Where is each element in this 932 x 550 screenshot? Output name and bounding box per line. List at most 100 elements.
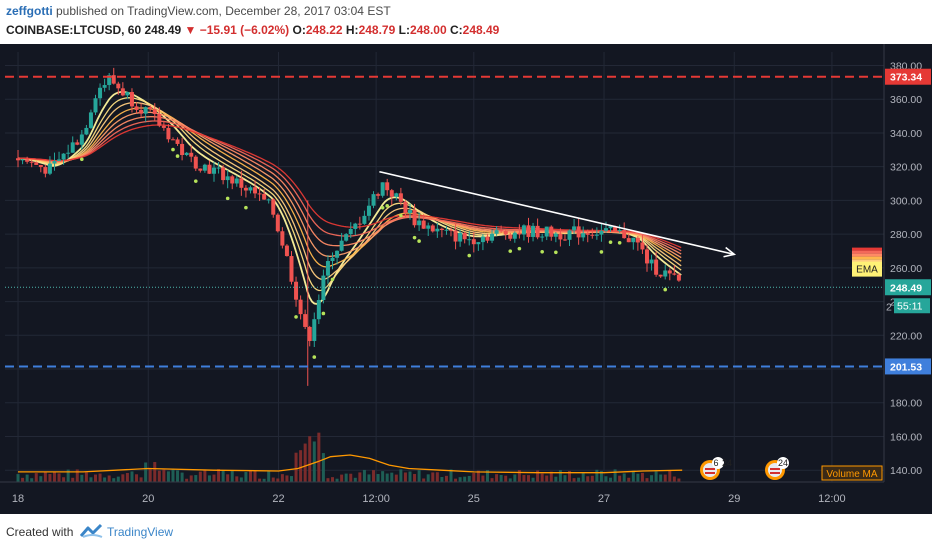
candle-body <box>367 206 371 216</box>
candle-body <box>94 98 98 112</box>
open-label: O: <box>293 23 306 37</box>
volume-bar <box>194 475 197 482</box>
event-flag-stripe <box>770 468 780 470</box>
volume-bar <box>39 476 42 482</box>
volume-bar <box>614 469 617 482</box>
volume-bar <box>222 470 225 482</box>
volume-bar <box>559 470 562 482</box>
signal-dot <box>194 179 198 183</box>
signal-dot <box>312 355 316 359</box>
candle-body <box>289 256 293 282</box>
candle-body <box>485 237 489 241</box>
y-tick-label-10: 340.00 <box>890 128 922 140</box>
volume-bar <box>94 475 97 482</box>
volume-bar <box>399 469 402 482</box>
candle-body <box>449 230 453 231</box>
candle-body <box>98 88 102 98</box>
candle-body <box>390 190 394 197</box>
candle-body <box>125 92 129 95</box>
candle-body <box>358 224 362 225</box>
volume-bar <box>627 478 630 482</box>
candle-body <box>30 162 34 163</box>
ema-badge-label: EMA <box>856 265 878 276</box>
candle-body <box>531 226 535 237</box>
volume-bar <box>345 474 348 482</box>
tradingview-brand[interactable]: TradingView <box>107 525 173 539</box>
price-axis[interactable]: 140.00160.00180.00200.00220.00240.00260.… <box>884 44 932 514</box>
volume-bar <box>176 470 179 482</box>
volume-bar <box>659 475 662 482</box>
volume-bar <box>21 478 24 482</box>
volume-bar <box>80 475 83 482</box>
volume-bar <box>199 472 202 482</box>
volume-bar <box>582 473 585 482</box>
volume-bar <box>395 475 398 482</box>
volume-bar <box>377 474 380 482</box>
candle-body <box>376 194 380 196</box>
candle-body <box>139 110 143 114</box>
volume-bar <box>299 450 302 482</box>
volume-bar <box>190 475 193 482</box>
signal-dot <box>663 288 667 292</box>
candle-body <box>57 159 61 161</box>
volume-bar <box>226 474 229 482</box>
signal-dot <box>294 315 298 319</box>
candle-body <box>540 237 544 238</box>
y-tick-label-4: 220.00 <box>890 330 922 342</box>
candle-body <box>481 237 485 243</box>
candle-body <box>403 202 407 213</box>
volume-bar <box>413 474 416 482</box>
tradingview-logo-icon <box>80 523 104 539</box>
candle-body <box>549 227 553 237</box>
signal-dot <box>609 240 613 244</box>
candle-body <box>130 92 134 106</box>
ema-badge-stripe <box>852 257 882 260</box>
candle-body <box>166 128 170 139</box>
signal-dot <box>381 206 385 210</box>
volume-bar <box>121 474 124 482</box>
candle-body <box>581 233 585 237</box>
candle-body <box>162 126 166 128</box>
volume-bar <box>171 469 174 482</box>
candle-body <box>422 221 426 229</box>
candle-body <box>663 270 667 276</box>
candle-body <box>217 168 221 169</box>
candle-body <box>668 270 672 273</box>
time-axis[interactable]: 18 20 22 12:00 25 27 29 12:00 <box>0 482 932 514</box>
candle-body <box>335 251 339 258</box>
candle-body <box>467 239 471 240</box>
volume-bar <box>26 475 29 482</box>
candle-body <box>490 234 494 241</box>
volume-bar <box>317 433 320 482</box>
candle-body <box>558 234 562 240</box>
candle-body <box>271 199 275 214</box>
volume-bar <box>645 478 648 482</box>
candle-body <box>599 231 603 235</box>
x-tick-label-6: 29 <box>728 493 740 505</box>
volume-bar <box>244 472 247 482</box>
volume-bar <box>213 475 216 482</box>
time-axis-bg <box>0 482 932 514</box>
volume-bar <box>655 471 658 482</box>
signal-dot <box>322 312 326 316</box>
author-link[interactable]: zeffgotti <box>6 4 53 18</box>
candle-body <box>235 179 239 184</box>
volume-bar <box>586 476 589 482</box>
candle-body <box>39 165 43 167</box>
volume-bar <box>71 478 74 482</box>
volume-bar <box>463 477 466 482</box>
y-tick-label-7: 280.00 <box>890 229 922 241</box>
candle-body <box>381 182 385 195</box>
volume-bar <box>331 477 334 482</box>
volume-bar <box>285 475 288 482</box>
volume-bar <box>418 470 421 482</box>
candle-body <box>631 238 635 242</box>
candle-body <box>563 239 567 240</box>
signal-dot <box>417 239 421 243</box>
volume-bar <box>367 474 370 482</box>
volume-bar <box>573 478 576 482</box>
volume-bar <box>313 441 316 482</box>
volume-bar <box>618 476 621 482</box>
x-tick-label-1: 20 <box>142 493 154 505</box>
